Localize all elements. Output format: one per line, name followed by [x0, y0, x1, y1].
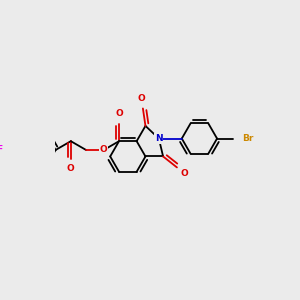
Text: O: O [67, 164, 75, 173]
Text: F: F [0, 146, 2, 154]
Text: Br: Br [242, 134, 253, 143]
Text: N: N [155, 134, 163, 143]
Text: O: O [100, 146, 108, 154]
Text: O: O [138, 94, 146, 103]
Text: O: O [115, 109, 123, 118]
Text: O: O [181, 169, 188, 178]
